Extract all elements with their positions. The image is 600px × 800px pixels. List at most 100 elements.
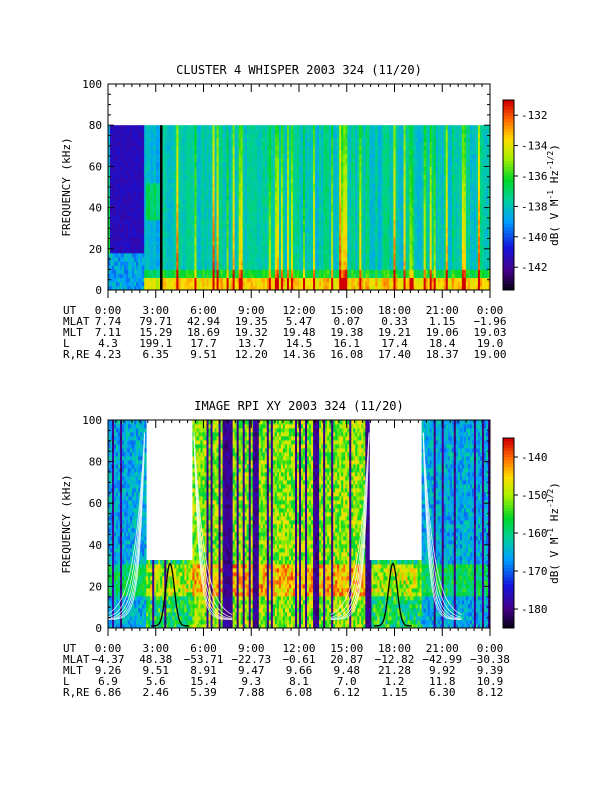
spectrogram-cell xyxy=(210,166,213,171)
spectrogram-cell xyxy=(242,236,246,241)
spectrogram-cell xyxy=(224,182,228,188)
spectrogram-cell xyxy=(309,265,312,270)
spectrogram-cell xyxy=(254,207,258,213)
spectrogram-cell xyxy=(327,248,330,254)
spectrogram-cell xyxy=(343,228,346,233)
spectrogram-cell xyxy=(180,170,183,176)
spectrogram-cell xyxy=(204,232,207,237)
spectrogram-cell xyxy=(355,199,358,204)
spectrogram-cell xyxy=(156,129,159,134)
spectrogram-cell xyxy=(325,145,328,151)
spectrogram-cell xyxy=(311,257,314,262)
spectrogram-cell xyxy=(144,207,147,213)
spectrogram-cell xyxy=(132,277,135,283)
spectrogram-cell xyxy=(270,154,274,159)
spectrogram-cell xyxy=(170,182,173,188)
spectrogram-cell xyxy=(337,170,340,176)
spectrogram-cell xyxy=(114,232,117,237)
spectrogram-cell xyxy=(303,166,306,171)
spectrogram-cell xyxy=(220,228,223,233)
spectrogram-cell xyxy=(122,232,125,237)
spectrogram-cell xyxy=(174,265,177,270)
spectrogram-cell xyxy=(345,178,348,184)
spectrogram-cell xyxy=(296,199,300,204)
spectrogram-cell xyxy=(180,141,183,147)
spectrogram-cell xyxy=(303,145,306,151)
spectrogram-cell xyxy=(200,133,203,138)
spectrogram-cell xyxy=(262,261,266,266)
spectrogram-cell xyxy=(188,277,191,283)
spectrogram-cell xyxy=(184,158,187,163)
spectrogram-cell xyxy=(118,261,121,266)
spectrogram-cell xyxy=(357,232,360,237)
spectrogram-cell xyxy=(280,141,284,147)
spectrogram-cell xyxy=(182,211,185,217)
spectrogram-cell xyxy=(315,178,318,184)
spectrogram-cell xyxy=(357,228,360,233)
spectrogram-cell xyxy=(192,207,195,213)
spectrogram-cell xyxy=(238,145,242,151)
spectrogram-cell xyxy=(112,166,115,171)
spectrogram-cell xyxy=(244,277,248,283)
spectrogram-cell xyxy=(108,273,111,279)
spectrogram-cell xyxy=(353,162,356,167)
spectrogram-cell xyxy=(317,257,320,262)
spectrogram-cell xyxy=(196,141,199,147)
spectrogram-cell xyxy=(274,224,278,229)
spectrogram-cell xyxy=(184,207,187,213)
spectrogram-cell xyxy=(351,257,354,262)
spectrogram-cell xyxy=(132,232,135,237)
spectrogram-cell xyxy=(112,211,115,217)
spectrogram-cell xyxy=(331,232,334,237)
spectrogram-cell xyxy=(260,244,264,250)
spectrogram-cell xyxy=(234,149,238,155)
spectrogram-cell xyxy=(299,195,302,200)
spectrogram-cell xyxy=(282,244,286,250)
spectrogram-cell xyxy=(154,129,157,134)
spectrogram-cell xyxy=(303,199,306,204)
spectrogram-cell xyxy=(339,285,342,291)
spectrogram-cell xyxy=(343,141,346,147)
spectrogram-cell xyxy=(226,158,230,163)
spectrogram-cell xyxy=(152,269,155,274)
spectrogram-cell xyxy=(321,219,324,225)
spectrogram-cell xyxy=(186,137,189,143)
spectrogram-cell xyxy=(180,224,183,229)
spectrogram-cell xyxy=(347,125,350,130)
spectrogram-cell xyxy=(188,154,191,159)
spectrogram-cell xyxy=(276,281,280,287)
spectrogram-cell xyxy=(327,195,330,200)
spectrogram-cell xyxy=(176,224,179,229)
spectrogram-cell xyxy=(331,137,334,143)
spectrogram-cell xyxy=(315,137,318,143)
spectrogram-cell xyxy=(174,154,177,159)
spectrogram-cell xyxy=(122,129,125,134)
spectrogram-cell xyxy=(351,170,354,176)
spectrogram-cell xyxy=(315,236,318,241)
spectrogram xyxy=(108,125,491,291)
spectrogram-cell xyxy=(212,244,215,250)
spectrogram-cell xyxy=(172,219,175,225)
spectrogram-cell xyxy=(282,187,286,192)
spectrogram-cell xyxy=(327,145,330,151)
spectrogram-cell xyxy=(272,199,276,204)
spectrogram-cell xyxy=(130,149,133,155)
spectrogram-cell xyxy=(214,141,217,147)
spectrogram-cell xyxy=(132,285,135,291)
spectrogram-cell xyxy=(238,154,242,159)
spectrogram-cell xyxy=(301,133,304,138)
spectrogram-cell xyxy=(357,195,360,200)
spectrogram-cell xyxy=(246,277,250,283)
spectrogram-cell xyxy=(325,154,328,159)
spectrogram-cell xyxy=(154,137,157,143)
spectrogram-cell xyxy=(349,170,352,176)
spectrogram-cell xyxy=(168,277,171,283)
spectrogram-cell xyxy=(339,137,342,143)
spectrogram-cell xyxy=(331,224,334,229)
spectrogram-cell xyxy=(126,170,129,176)
spectrogram-cell xyxy=(307,199,310,204)
spectrogram-cell xyxy=(142,203,145,208)
spectrogram-cell xyxy=(194,277,197,283)
spectrogram-cell xyxy=(224,187,228,192)
spectrogram-cell xyxy=(301,154,304,159)
